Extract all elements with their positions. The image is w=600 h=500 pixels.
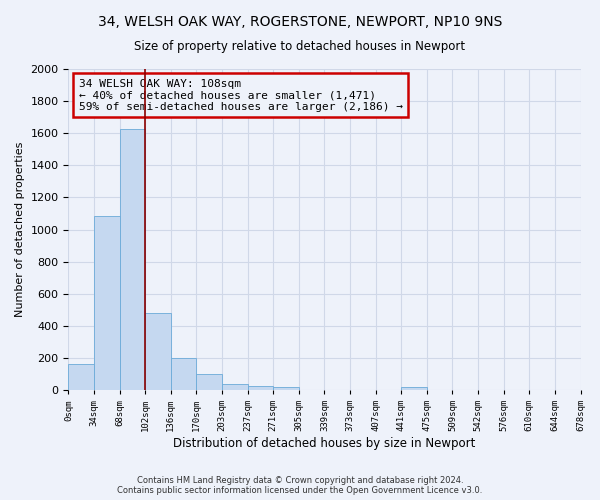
- Text: 34, WELSH OAK WAY, ROGERSTONE, NEWPORT, NP10 9NS: 34, WELSH OAK WAY, ROGERSTONE, NEWPORT, …: [98, 15, 502, 29]
- Bar: [94, 216, 119, 390]
- X-axis label: Distribution of detached houses by size in Newport: Distribution of detached houses by size …: [173, 437, 476, 450]
- Bar: [171, 358, 196, 390]
- Bar: [196, 374, 222, 390]
- Bar: [222, 384, 248, 390]
- Text: 34 WELSH OAK WAY: 108sqm
← 40% of detached houses are smaller (1,471)
59% of sem: 34 WELSH OAK WAY: 108sqm ← 40% of detach…: [79, 78, 403, 112]
- Text: Contains HM Land Registry data © Crown copyright and database right 2024.
Contai: Contains HM Land Registry data © Crown c…: [118, 476, 482, 495]
- Bar: [68, 364, 94, 390]
- Bar: [119, 129, 145, 390]
- Bar: [248, 386, 273, 390]
- Y-axis label: Number of detached properties: Number of detached properties: [15, 142, 25, 318]
- Bar: [273, 387, 299, 390]
- Bar: [401, 387, 427, 390]
- Text: Size of property relative to detached houses in Newport: Size of property relative to detached ho…: [134, 40, 466, 53]
- Bar: [145, 313, 171, 390]
